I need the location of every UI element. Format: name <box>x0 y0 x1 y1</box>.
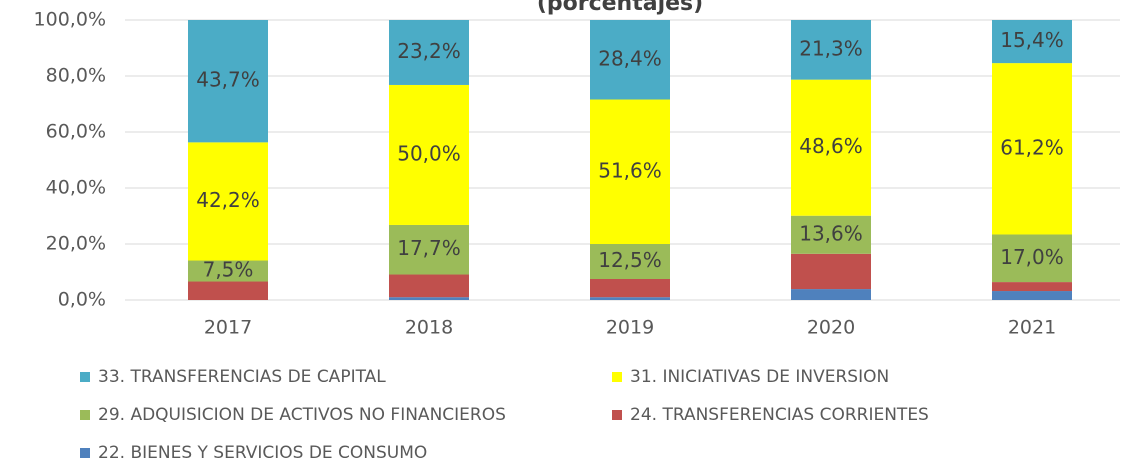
data-label: 28,4% <box>598 46 662 70</box>
data-label: 12,5% <box>598 248 662 272</box>
y-tick-label: 40,0% <box>46 177 106 199</box>
bar-segment <box>389 274 469 298</box>
data-label: 43,7% <box>196 68 260 92</box>
bar-segment <box>590 99 670 245</box>
data-label: 13,6% <box>799 221 863 245</box>
legend-swatch <box>80 410 90 420</box>
legend-label: 33. TRANSFERENCIAS DE CAPITAL <box>98 367 386 387</box>
data-label: 21,3% <box>799 36 863 60</box>
data-label: 48,6% <box>799 134 863 158</box>
data-label: 17,0% <box>1000 245 1064 269</box>
y-tick-label: 80,0% <box>46 65 106 87</box>
bar-segment <box>791 289 871 300</box>
data-label: 17,7% <box>397 236 461 260</box>
y-tick-label: 60,0% <box>46 121 106 143</box>
legend-label: 31. INICIATIVAS DE INVERSION <box>630 367 889 387</box>
legend-swatch <box>612 410 622 420</box>
bar-segment <box>389 84 469 225</box>
legend-swatch <box>80 448 90 458</box>
bar-segment <box>389 20 469 85</box>
bar-segment <box>992 291 1072 300</box>
data-label: 42,2% <box>196 188 260 212</box>
x-tick-label: 2020 <box>807 317 855 339</box>
bar-segment <box>992 282 1072 292</box>
data-label: 50,0% <box>397 141 461 165</box>
data-label: 15,4% <box>1000 28 1064 52</box>
bar-segment <box>590 297 670 300</box>
bar-segment <box>791 79 871 216</box>
x-tick-label: 2021 <box>1008 317 1056 339</box>
x-tick-label: 2019 <box>606 317 654 339</box>
bar-segment <box>188 281 268 300</box>
bar-segment <box>590 279 670 298</box>
bar-segment <box>188 142 268 261</box>
y-tick-label: 20,0% <box>46 233 106 255</box>
bar-segment <box>992 63 1072 235</box>
bar-segment <box>992 234 1072 283</box>
bar-segment <box>992 20 1072 64</box>
legend-label: 22. BIENES Y SERVICIOS DE CONSUMO <box>98 443 427 463</box>
data-label: 23,2% <box>397 39 461 63</box>
data-label: 61,2% <box>1000 135 1064 159</box>
y-tick-label: 100,0% <box>34 9 106 31</box>
bar-segment <box>188 260 268 282</box>
bar-segment <box>791 253 871 290</box>
y-tick-label: 0,0% <box>58 289 106 311</box>
data-label: 7,5% <box>203 258 254 282</box>
legend-label: 24. TRANSFERENCIAS CORRIENTES <box>630 405 929 425</box>
data-label: 51,6% <box>598 158 662 182</box>
legend-label: 29. ADQUISICION DE ACTIVOS NO FINANCIERO… <box>98 405 506 425</box>
bar-segment <box>188 20 268 143</box>
bar-segment <box>590 20 670 100</box>
x-tick-label: 2017 <box>204 317 252 339</box>
chart-title: (porcentajes) <box>537 0 703 16</box>
bar-segment <box>791 215 871 254</box>
legend-swatch <box>612 372 622 382</box>
bar-segment <box>590 244 670 279</box>
bar-segment <box>389 224 469 275</box>
legend-swatch <box>80 372 90 382</box>
x-tick-label: 2018 <box>405 317 453 339</box>
bar-segment <box>791 20 871 80</box>
bar-segment <box>389 297 469 300</box>
